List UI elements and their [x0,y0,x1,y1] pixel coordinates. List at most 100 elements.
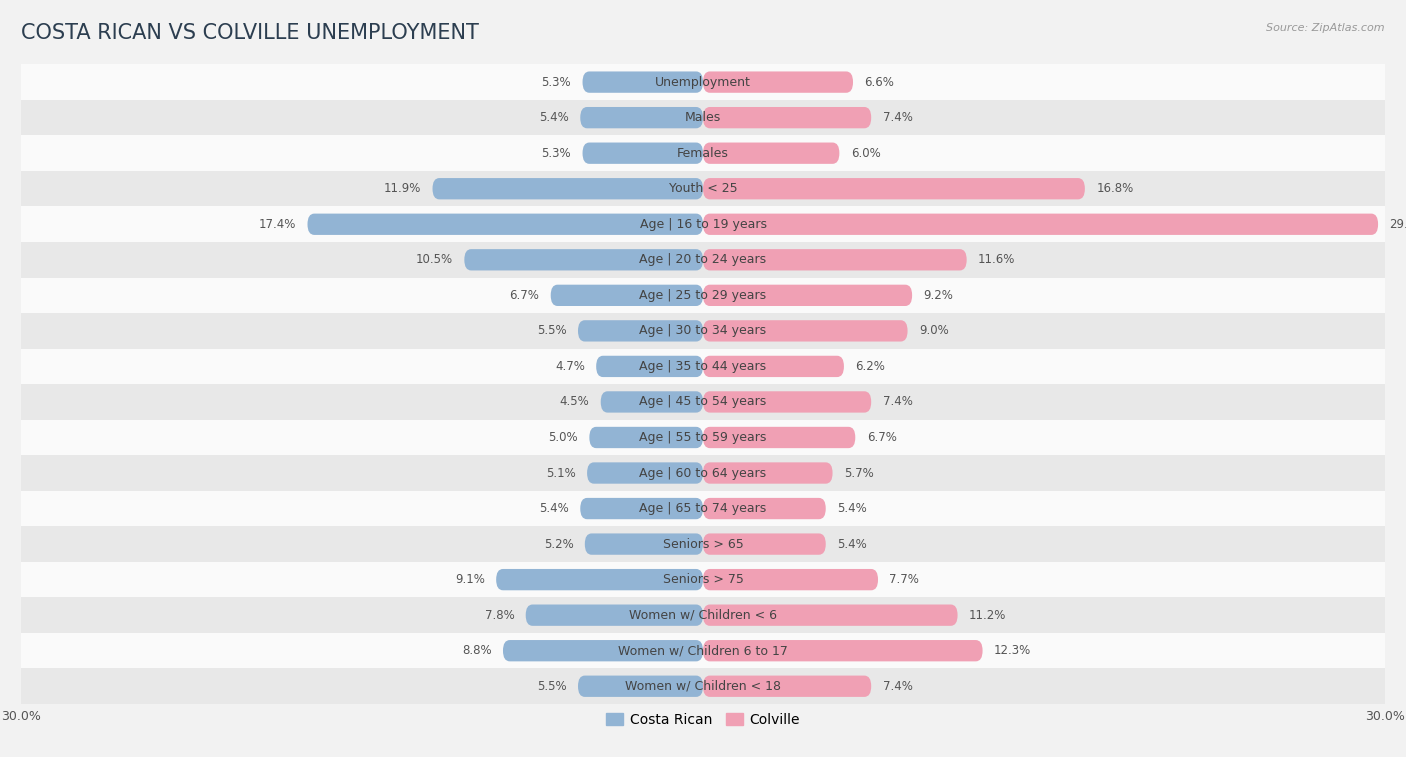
Text: Women w/ Children 6 to 17: Women w/ Children 6 to 17 [619,644,787,657]
FancyBboxPatch shape [464,249,703,270]
Text: 5.7%: 5.7% [844,466,873,479]
Legend: Costa Rican, Colville: Costa Rican, Colville [600,707,806,732]
Text: 6.0%: 6.0% [851,147,880,160]
Text: 9.0%: 9.0% [920,324,949,338]
Text: Age | 16 to 19 years: Age | 16 to 19 years [640,218,766,231]
Text: 8.8%: 8.8% [463,644,492,657]
Text: 4.5%: 4.5% [560,395,589,409]
Text: 5.5%: 5.5% [537,324,567,338]
Text: Youth < 25: Youth < 25 [669,182,737,195]
Bar [21,633,1385,668]
Text: 9.1%: 9.1% [456,573,485,586]
Bar [21,668,1385,704]
Bar [21,313,1385,349]
FancyBboxPatch shape [703,675,872,697]
FancyBboxPatch shape [703,71,853,93]
FancyBboxPatch shape [578,320,703,341]
FancyBboxPatch shape [703,285,912,306]
FancyBboxPatch shape [588,463,703,484]
Text: 6.7%: 6.7% [866,431,897,444]
Text: Females: Females [678,147,728,160]
FancyBboxPatch shape [703,107,872,128]
FancyBboxPatch shape [496,569,703,590]
FancyBboxPatch shape [703,142,839,164]
Text: 7.4%: 7.4% [883,395,912,409]
FancyBboxPatch shape [433,178,703,199]
FancyBboxPatch shape [703,463,832,484]
FancyBboxPatch shape [703,356,844,377]
FancyBboxPatch shape [585,534,703,555]
Bar [21,100,1385,136]
Bar [21,349,1385,384]
Text: Seniors > 65: Seniors > 65 [662,537,744,550]
Text: 9.2%: 9.2% [924,289,953,302]
Text: 10.5%: 10.5% [416,254,453,266]
Bar [21,207,1385,242]
Text: 29.7%: 29.7% [1389,218,1406,231]
Bar [21,526,1385,562]
FancyBboxPatch shape [581,107,703,128]
FancyBboxPatch shape [503,640,703,662]
Text: Women w/ Children < 18: Women w/ Children < 18 [626,680,780,693]
FancyBboxPatch shape [703,213,1378,235]
FancyBboxPatch shape [703,391,872,413]
FancyBboxPatch shape [703,178,1085,199]
Text: 16.8%: 16.8% [1097,182,1133,195]
Bar [21,491,1385,526]
Text: 11.6%: 11.6% [979,254,1015,266]
FancyBboxPatch shape [582,71,703,93]
Text: 5.4%: 5.4% [837,502,868,515]
Text: Age | 60 to 64 years: Age | 60 to 64 years [640,466,766,479]
FancyBboxPatch shape [703,249,967,270]
Text: 4.7%: 4.7% [555,360,585,373]
Text: Age | 35 to 44 years: Age | 35 to 44 years [640,360,766,373]
FancyBboxPatch shape [703,320,908,341]
Text: Age | 65 to 74 years: Age | 65 to 74 years [640,502,766,515]
Bar [21,384,1385,419]
Bar [21,171,1385,207]
Text: Age | 55 to 59 years: Age | 55 to 59 years [640,431,766,444]
FancyBboxPatch shape [703,498,825,519]
Text: 11.2%: 11.2% [969,609,1007,621]
Text: 6.7%: 6.7% [509,289,540,302]
FancyBboxPatch shape [703,569,877,590]
FancyBboxPatch shape [703,427,855,448]
Text: 5.3%: 5.3% [541,147,571,160]
Text: 5.4%: 5.4% [538,111,569,124]
Text: 5.3%: 5.3% [541,76,571,89]
Text: Age | 25 to 29 years: Age | 25 to 29 years [640,289,766,302]
FancyBboxPatch shape [308,213,703,235]
FancyBboxPatch shape [578,675,703,697]
Text: 17.4%: 17.4% [259,218,297,231]
FancyBboxPatch shape [589,427,703,448]
Text: COSTA RICAN VS COLVILLE UNEMPLOYMENT: COSTA RICAN VS COLVILLE UNEMPLOYMENT [21,23,479,42]
Text: 5.0%: 5.0% [548,431,578,444]
Text: Women w/ Children < 6: Women w/ Children < 6 [628,609,778,621]
Bar [21,419,1385,455]
Text: Age | 45 to 54 years: Age | 45 to 54 years [640,395,766,409]
Bar [21,455,1385,491]
Text: 6.2%: 6.2% [855,360,886,373]
Text: 5.5%: 5.5% [537,680,567,693]
FancyBboxPatch shape [703,640,983,662]
Bar [21,597,1385,633]
FancyBboxPatch shape [600,391,703,413]
Text: 5.1%: 5.1% [546,466,575,479]
Bar [21,242,1385,278]
Text: 5.4%: 5.4% [837,537,868,550]
Text: 11.9%: 11.9% [384,182,422,195]
Text: Males: Males [685,111,721,124]
FancyBboxPatch shape [551,285,703,306]
FancyBboxPatch shape [596,356,703,377]
Bar [21,136,1385,171]
Text: 7.8%: 7.8% [485,609,515,621]
Text: Seniors > 75: Seniors > 75 [662,573,744,586]
Text: 5.4%: 5.4% [538,502,569,515]
Text: Age | 20 to 24 years: Age | 20 to 24 years [640,254,766,266]
Bar [21,562,1385,597]
Bar [21,64,1385,100]
FancyBboxPatch shape [581,498,703,519]
Text: 6.6%: 6.6% [865,76,894,89]
Text: 7.4%: 7.4% [883,111,912,124]
FancyBboxPatch shape [703,534,825,555]
